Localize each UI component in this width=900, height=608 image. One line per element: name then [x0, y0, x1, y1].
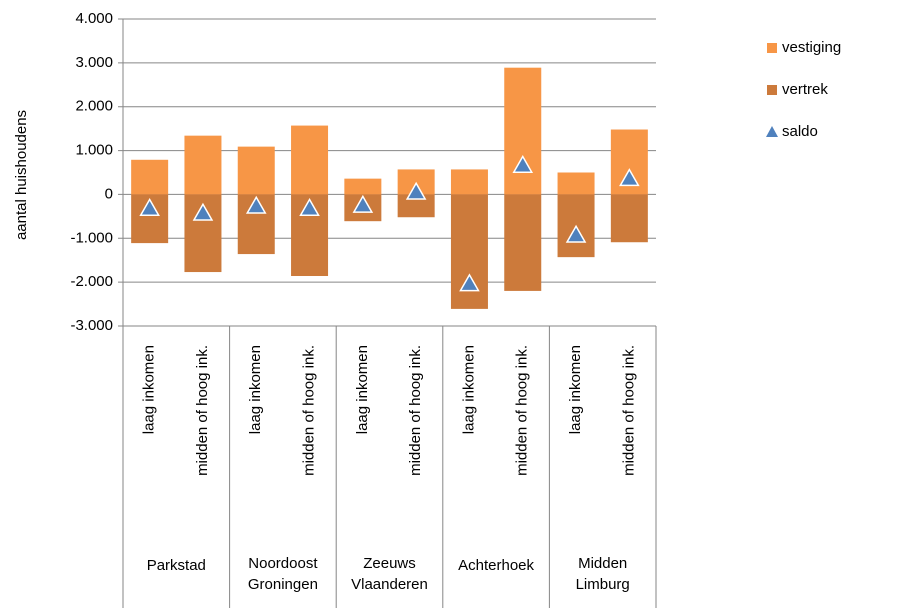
- bar: [344, 178, 382, 195]
- group-label: Noordoost Groningen: [247, 555, 318, 593]
- y-axis-title: aantal huishoudens: [13, 110, 30, 240]
- bar: [450, 169, 488, 195]
- group-label: Zeeuws Vlaanderen: [351, 555, 428, 593]
- group-label: Parkstad: [146, 557, 206, 574]
- legend-marker: [766, 126, 778, 137]
- group-label: Achterhoek: [458, 557, 535, 574]
- legend-marker: [767, 85, 777, 95]
- saldo-marker: [512, 154, 534, 173]
- group-label: Midden Limburg: [575, 555, 630, 593]
- bar: [237, 146, 275, 195]
- x-tick-label: midden of hoog ink.: [620, 345, 637, 476]
- x-tick-label: laag inkomen: [247, 345, 264, 434]
- y-tick-label: 3.000: [75, 54, 113, 71]
- saldo-marker: [192, 202, 214, 221]
- legend-label: saldo: [782, 123, 818, 140]
- x-tick-label: midden of hoog ink.: [407, 345, 424, 476]
- x-tick-label: laag inkomen: [460, 345, 477, 434]
- saldo-marker: [405, 181, 427, 200]
- x-tick-label: midden of hoog ink.: [194, 345, 211, 476]
- x-tick-label: midden of hoog ink.: [514, 345, 531, 476]
- saldo-marker: [619, 168, 640, 187]
- x-tick-label: laag inkomen: [567, 345, 584, 434]
- x-tick-label: laag inkomen: [141, 345, 158, 434]
- y-tick-label: 4.000: [75, 10, 113, 27]
- x-tick-label: midden of hoog ink.: [301, 345, 318, 476]
- y-tick-label: 0: [105, 185, 113, 202]
- bar: [450, 194, 488, 309]
- y-tick-label: -1.000: [70, 229, 113, 246]
- saldo-marker: [299, 197, 320, 216]
- x-tick-label: laag inkomen: [354, 345, 371, 434]
- saldo-marker: [565, 224, 587, 243]
- saldo-marker: [352, 194, 374, 213]
- bar: [504, 67, 542, 195]
- bar: [131, 159, 169, 195]
- bar: [610, 194, 648, 243]
- legend-label: vestiging: [782, 39, 841, 56]
- bar: [184, 135, 222, 195]
- y-tick-label: 1.000: [75, 142, 113, 159]
- bar: [504, 194, 542, 291]
- y-tick-label: -2.000: [70, 273, 113, 290]
- bar: [557, 172, 595, 195]
- legend-label: vertrek: [782, 81, 828, 98]
- saldo-marker: [139, 197, 160, 216]
- saldo-marker: [245, 195, 267, 214]
- y-tick-label: 2.000: [75, 98, 113, 115]
- y-tick-label: -3.000: [70, 317, 113, 334]
- legend-marker: [767, 43, 777, 53]
- saldo-marker: [459, 273, 480, 292]
- bar: [397, 194, 435, 218]
- bar: [291, 125, 329, 195]
